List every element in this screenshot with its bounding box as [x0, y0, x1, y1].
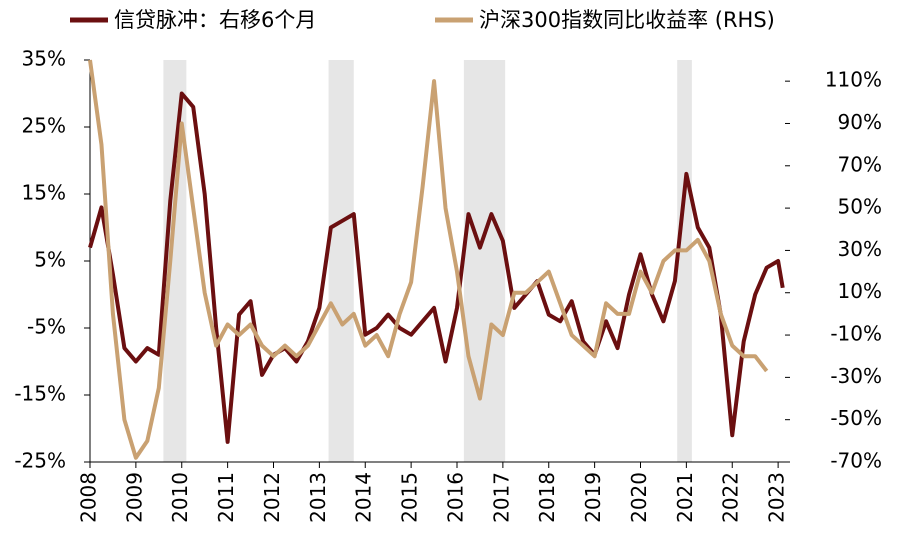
y2-tick-label: -10%	[830, 322, 882, 346]
x-tick-label: 2023	[765, 472, 789, 523]
legend-label: 信贷脉冲：右移6个月	[114, 8, 316, 32]
x-tick-label: 2016	[443, 472, 467, 523]
y2-tick-label: 90%	[838, 110, 882, 134]
y2-tick-label: -50%	[830, 406, 882, 430]
shaded-period	[328, 60, 354, 462]
x-tick-label: 2010	[168, 472, 192, 523]
y-tick-label: -5%	[27, 315, 66, 339]
shaded-period	[677, 60, 692, 462]
x-tick-label: 2009	[122, 472, 146, 523]
y2-tick-label: -30%	[830, 364, 882, 388]
x-tick-label: 2014	[352, 472, 376, 523]
shaded-period	[463, 60, 506, 462]
series-line	[88, 59, 769, 460]
x-tick-label: 2019	[581, 472, 605, 523]
x-tick-label: 2008	[77, 472, 101, 523]
y-tick-label: 35%	[22, 47, 66, 71]
y-tick-label: 15%	[22, 181, 66, 205]
x-tick-label: 2013	[306, 472, 330, 523]
y2-tick-label: 30%	[838, 237, 882, 261]
y2-tick-label: -70%	[830, 449, 882, 473]
y-tick-label: -25%	[14, 449, 66, 473]
y-tick-label: 5%	[34, 248, 66, 272]
y-tick-label: 25%	[22, 114, 66, 138]
x-tick-label: 2017	[489, 472, 513, 523]
y-tick-label: -15%	[14, 382, 66, 406]
x-tick-label: 2018	[535, 472, 559, 523]
x-tick-label: 2011	[214, 472, 238, 523]
x-tick-label: 2022	[719, 472, 743, 523]
legend-label: 沪深300指数同比收益率 (RHS)	[479, 8, 775, 32]
y2-tick-label: 10%	[838, 279, 882, 303]
y2-tick-label: 110%	[825, 68, 882, 92]
series-line	[88, 91, 785, 444]
x-tick-label: 2020	[627, 472, 651, 523]
x-tick-label: 2021	[673, 472, 697, 523]
x-tick-label: 2015	[398, 472, 422, 523]
x-tick-label: 2012	[260, 472, 284, 523]
y2-tick-label: 50%	[838, 195, 882, 219]
y2-tick-label: 70%	[838, 152, 882, 176]
